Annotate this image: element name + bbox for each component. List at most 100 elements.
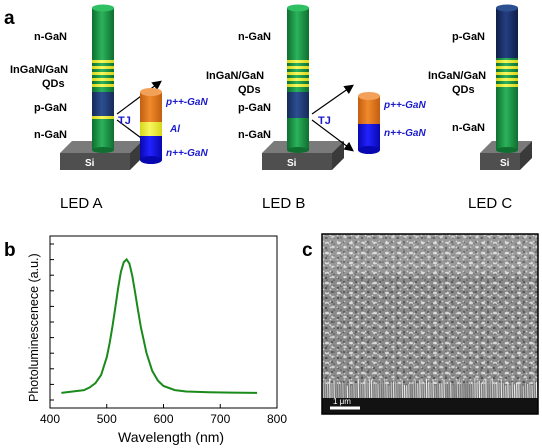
led-b-qd-band-5 xyxy=(287,84,309,87)
led-a-qd-band-2 xyxy=(92,66,114,69)
led-b-qds-label-1: InGaN/GaN xyxy=(206,70,264,82)
x-axis-ticks: 400 500 600 700 800 xyxy=(40,404,287,426)
led-a-qds-label-2: QDs xyxy=(42,78,65,90)
led-b-tj-label: TJ xyxy=(318,115,331,127)
led-a-tj-al-layer xyxy=(140,122,162,136)
led-b-substrate-label: Si xyxy=(287,158,297,169)
led-a-tj-label: TJ xyxy=(118,115,131,127)
led-b-qd-band-3 xyxy=(287,72,309,75)
led-b-top-cap xyxy=(287,4,309,12)
led-a-qd-band-1 xyxy=(92,60,114,63)
sem-scale-bar-label: 1 μm xyxy=(333,397,351,406)
led-b-n-gan-label: n-GaN xyxy=(238,31,271,43)
led-c-qd-band-1 xyxy=(496,60,518,63)
led-a-tj-top-cap xyxy=(140,88,162,96)
chart-plot-frame xyxy=(49,235,278,409)
led-a-p-gan xyxy=(92,92,114,116)
led-a-n-gan-top xyxy=(92,8,114,58)
sem-surface-texture-fine xyxy=(322,234,538,384)
led-a-tj-p-label: p++-GaN xyxy=(165,97,208,108)
led-a-n-gan-bottom xyxy=(92,118,114,150)
panel-letter-c: c xyxy=(302,240,313,261)
led-c-bottom-cap xyxy=(496,147,518,153)
led-b-qd-band-4 xyxy=(287,78,309,81)
led-b-tj-n-layer xyxy=(358,124,380,150)
x-tick-label: 500 xyxy=(97,412,117,426)
led-a-qd-band-3 xyxy=(92,72,114,75)
led-b-diagram: Si n-GaN InGaN/GaN QDs p-GaN n-GaN TJ p+… xyxy=(206,4,426,212)
led-a-tj-layer xyxy=(92,115,114,119)
led-c-qds-label-2: QDs xyxy=(452,84,475,96)
led-a-n-gan-label: n-GaN xyxy=(34,31,67,43)
x-tick-label: 600 xyxy=(153,412,173,426)
x-tick-label: 800 xyxy=(267,412,287,426)
led-c-qd-band-5 xyxy=(496,84,518,87)
led-c-qd-band-4 xyxy=(496,78,518,81)
led-a-tj-p-layer xyxy=(140,92,162,122)
led-b-tj-p-label: p++-GaN xyxy=(383,100,426,111)
led-a-substrate-front xyxy=(60,153,130,170)
led-b-tj-p-layer xyxy=(358,96,380,124)
x-tick-label: 400 xyxy=(40,412,60,426)
led-a-top-cap xyxy=(92,4,114,12)
led-c-substrate-label: Si xyxy=(500,158,510,169)
led-c-qds-label-1: InGaN/GaN xyxy=(428,70,486,82)
y-axis-label: Photoluminescenece (a.u.) xyxy=(27,253,41,402)
led-b-tj-top-cap xyxy=(358,92,380,100)
led-c-n-gan-label: n-GaN xyxy=(452,122,485,134)
y-axis-ticks xyxy=(50,243,54,401)
pl-spectrum-line xyxy=(61,257,258,394)
led-c-caption: LED C xyxy=(468,195,512,212)
x-axis-label: Wavelength (nm) xyxy=(118,429,224,445)
sem-top-haze xyxy=(322,234,538,274)
led-b-bottom-cap xyxy=(287,147,309,153)
led-c-p-gan-label: p-GaN xyxy=(452,31,485,43)
led-a-p-gan-label: p-GaN xyxy=(34,102,67,114)
led-b-n-gan-bottom xyxy=(287,118,309,150)
led-a-substrate-side xyxy=(130,141,142,170)
sem-image: 1 μm xyxy=(321,233,539,415)
led-a-substrate-label: Si xyxy=(85,158,95,169)
led-a-diagram: Si n-GaN InGaN/GaN QDs p-GaN n-GaN TJ p+… xyxy=(10,4,208,212)
panel-letter-b: b xyxy=(4,240,16,261)
led-b-qd-band-1 xyxy=(287,60,309,63)
led-a-tj-al-label: Al xyxy=(169,124,180,135)
x-tick-label: 700 xyxy=(210,412,230,426)
led-a-qds-label-1: InGaN/GaN xyxy=(10,64,68,76)
led-b-caption: LED B xyxy=(262,195,305,212)
led-a-caption: LED A xyxy=(60,195,103,212)
led-c-top-cap xyxy=(496,4,518,12)
led-c-diagram: Si p-GaN InGaN/GaN QDs n-GaN LED C xyxy=(428,4,532,212)
led-c-substrate-front xyxy=(480,153,520,170)
led-c-p-gan xyxy=(496,8,518,58)
led-c-qd-band-3 xyxy=(496,72,518,75)
led-b-tj-n-label: n++-GaN xyxy=(384,128,426,139)
led-a-tj-n-label: n++-GaN xyxy=(166,148,208,159)
led-b-p-gan-label: p-GaN xyxy=(238,102,271,114)
led-c-n-gan xyxy=(496,92,518,150)
led-b-p-gan xyxy=(287,92,309,118)
led-b-n-gan-top xyxy=(287,8,309,58)
led-c-qd-band-2 xyxy=(496,66,518,69)
led-a-tj-n-layer xyxy=(140,136,162,160)
led-b-tj-bottom-cap xyxy=(358,146,380,154)
led-b-arrow-down xyxy=(311,119,354,152)
led-c-substrate-side xyxy=(520,141,532,170)
led-a-qd-band-4 xyxy=(92,78,114,81)
sem-nanowire-sidewall xyxy=(322,378,538,400)
sem-frame xyxy=(321,233,539,415)
led-b-qd-band-2 xyxy=(287,66,309,69)
led-b-substrate-side xyxy=(332,141,344,170)
led-a-n-gan-bottom-label: n-GaN xyxy=(34,129,67,141)
pl-spectrum-chart: 400 500 600 700 800 Wavelength (nm) Photolum… xyxy=(27,235,287,445)
led-b-arrow-up xyxy=(311,84,354,115)
led-b-n-gan-bottom-label: n-GaN xyxy=(238,129,271,141)
sem-lower-dark-band xyxy=(322,398,538,414)
panel-letter-a: a xyxy=(4,8,15,29)
led-a-arrow-up xyxy=(116,80,162,115)
led-a-bottom-cap xyxy=(92,147,114,153)
led-b-qds-label-2: QDs xyxy=(238,84,261,96)
led-a-qd-band-5 xyxy=(92,84,114,87)
led-b-substrate-front xyxy=(262,153,332,170)
